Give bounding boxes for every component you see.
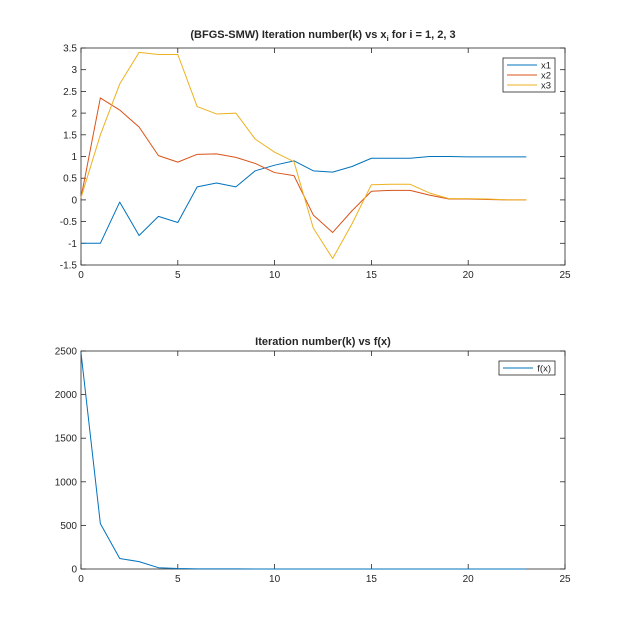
y-tick-label: 2: [71, 109, 77, 120]
chart-title-x-values: (BFGS-SMW) Iteration number(k) vs xi for…: [190, 29, 455, 43]
y-tick-label: 1.5: [63, 130, 77, 141]
title-main: (BFGS-SMW) Iteration number(k) vs x: [190, 29, 387, 41]
legend-label: x1: [541, 61, 551, 72]
subplot-f-values: Iteration number(k) vs f(x) 0 5 10 15 20 25 0 5…: [55, 336, 571, 585]
y-tick-label: 1500: [55, 434, 78, 445]
x-tick-label: 10: [269, 574, 281, 585]
y-tick-label: 1: [71, 152, 77, 163]
x-tick-label: 15: [366, 270, 378, 281]
x-tick-label: 25: [559, 574, 571, 585]
title-tail: for i = 1, 2, 3: [389, 29, 456, 41]
x-tick-label: 0: [78, 270, 84, 281]
y-tick-label: 2500: [55, 347, 78, 358]
title-subscript: i: [387, 34, 389, 43]
y-tick-label: 0: [71, 565, 77, 576]
x-tick-label: 5: [175, 270, 181, 281]
y-tick-label: 2000: [55, 390, 78, 401]
series-line-x1: [81, 156, 527, 244]
subplot-x-values: (BFGS-SMW) Iteration number(k) vs xi for…: [60, 29, 571, 281]
x-tick-label: 15: [366, 574, 378, 585]
x-tick-label: 20: [463, 574, 475, 585]
y-tick-label: 2.5: [63, 87, 77, 98]
y-tick-label: -1.5: [60, 261, 78, 272]
series-line-x3: [80, 51, 527, 259]
y-tick-label: 3: [71, 65, 77, 76]
x-tick-label: 10: [269, 270, 281, 281]
legend-label: x2: [541, 71, 551, 82]
plot-area: [80, 350, 566, 570]
y-tick-label: -0.5: [60, 217, 78, 228]
y-tick-label: 0.5: [63, 174, 77, 185]
legend-label: x3: [541, 81, 551, 92]
x-tick-label: 0: [78, 574, 84, 585]
chart-title-f-values: Iteration number(k) vs f(x): [255, 336, 391, 348]
legend-label: f(x): [537, 364, 551, 375]
y-tick-label: 1000: [55, 477, 78, 488]
y-tick-label: -1: [68, 239, 77, 250]
y-tick-label: 3.5: [63, 44, 77, 55]
x-tick-label: 5: [175, 574, 181, 585]
x-tick-label: 25: [559, 270, 571, 281]
series-line-fx: [80, 352, 527, 570]
x-tick-label: 20: [463, 270, 475, 281]
legend: f(x): [498, 360, 556, 376]
y-tick-label: 500: [60, 521, 77, 532]
y-tick-label: 0: [71, 195, 77, 206]
